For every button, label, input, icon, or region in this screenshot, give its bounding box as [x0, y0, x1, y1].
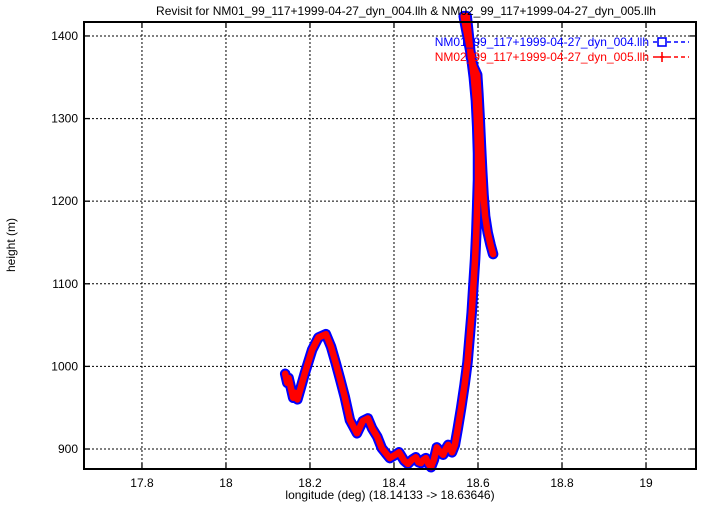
legend-label-nm02: NM02_99_117+1999-04-27_dyn_005.llh: [435, 50, 649, 64]
legend-label-nm01: NM01_99_117+1999-04-27_dyn_004.llh: [435, 35, 649, 49]
y-tick-label: 1300: [51, 112, 78, 126]
y-tick-label: 900: [58, 442, 78, 456]
legend: NM01_99_117+1999-04-27_dyn_004.llh NM02_…: [435, 35, 689, 64]
gridlines: [84, 22, 696, 469]
tick-marks: [84, 22, 696, 469]
y-tick-label: 1400: [51, 29, 78, 43]
x-tick-labels: 17.8 18 18.2 18.4 18.6 18.8 19: [130, 476, 653, 490]
x-tick-label: 17.8: [130, 476, 154, 490]
x-tick-label: 18.8: [550, 476, 574, 490]
y-axis-label: height (m): [4, 218, 18, 272]
legend-entry-nm01: NM01_99_117+1999-04-27_dyn_004.llh: [435, 35, 689, 49]
series-nm02-track: [281, 12, 497, 471]
x-tick-label: 18.2: [298, 476, 322, 490]
x-tick-label: 18.6: [466, 476, 490, 490]
x-axis-label: longitude (deg) (18.14133 -> 18.63646): [285, 488, 494, 502]
x-tick-label: 18.4: [382, 476, 406, 490]
legend-plus-marker-icon: [657, 52, 667, 62]
x-tick-label: 19: [639, 476, 653, 490]
plot-border: [83, 21, 697, 470]
legend-entry-nm02: NM02_99_117+1999-04-27_dyn_005.llh: [435, 50, 689, 64]
data-series: [279, 10, 499, 473]
y-tick-label: 1000: [51, 359, 78, 373]
y-tick-label: 1100: [52, 277, 78, 291]
x-tick-label: 18: [219, 476, 233, 490]
plot-title: Revisit for NM01_99_117+1999-04-27_dyn_0…: [156, 4, 656, 18]
legend-square-marker-icon: [657, 37, 667, 47]
y-tick-labels: 900 1000 1100 1200 1300 1400: [51, 29, 78, 456]
y-tick-label: 1200: [51, 194, 78, 208]
